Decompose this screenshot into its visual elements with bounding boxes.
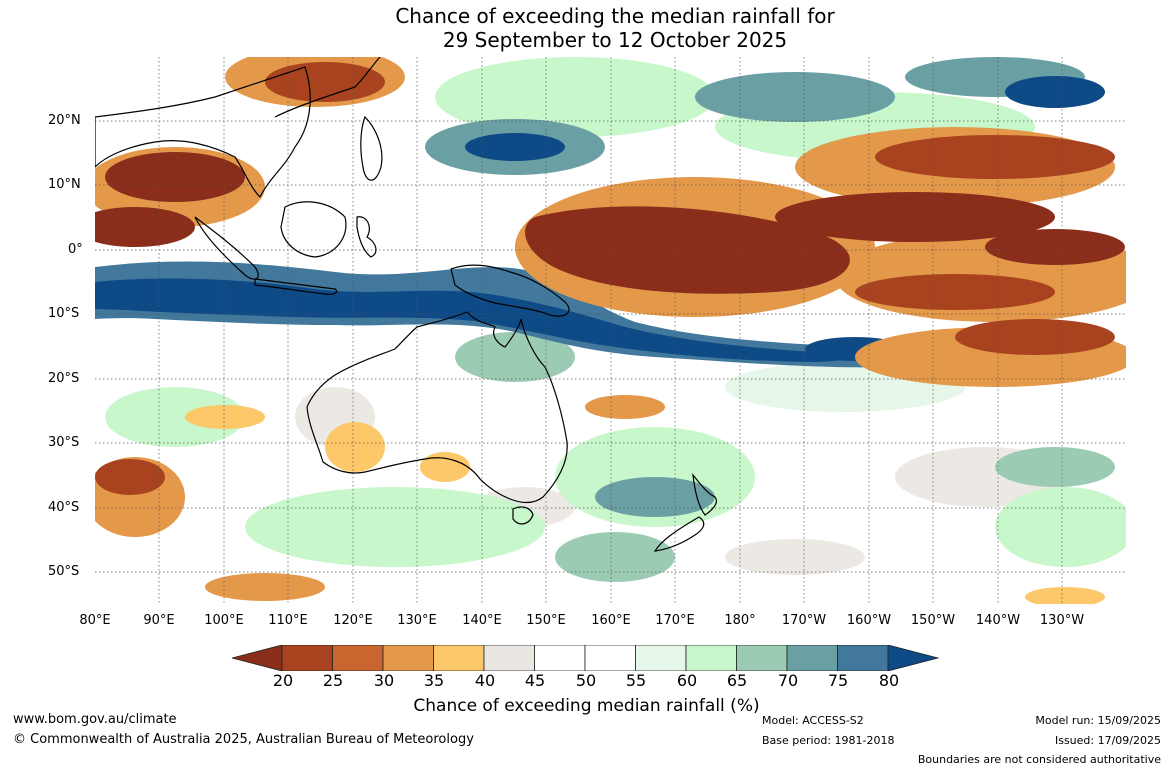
sulawesi-outline	[356, 216, 377, 258]
sumatra-outline	[194, 216, 259, 280]
colorbar-tick-25: 25	[322, 671, 344, 690]
lon-label-150w: 150°W	[910, 613, 956, 628]
lat-label-10n: 10°N	[48, 177, 81, 192]
colorbar-segment	[534, 645, 586, 671]
colorbar-segment	[382, 645, 434, 671]
colorbar-tick-50: 50	[575, 671, 597, 690]
copyright-text: © Commonwealth of Australia 2025, Austra…	[13, 732, 474, 747]
lat-label-30s: 30°S	[48, 435, 80, 450]
colorbar-segment	[685, 645, 737, 671]
colorbar-tick-45: 45	[524, 671, 546, 690]
lat-label-20n: 20°N	[48, 113, 81, 128]
lon-label-140w: 140°W	[975, 613, 1021, 628]
borneo-outline	[280, 201, 347, 258]
colorbar-tick-75: 75	[827, 671, 849, 690]
colorbar	[232, 645, 940, 671]
lon-label-100e: 100°E	[204, 613, 244, 628]
colorbar-tick-80: 80	[878, 671, 900, 690]
colorbar-tick-60: 60	[676, 671, 698, 690]
colorbar-label: Chance of exceeding median rainfall (%)	[413, 696, 760, 716]
lat-label-0: 0°	[68, 242, 83, 257]
lon-label-130w: 130°W	[1039, 613, 1085, 628]
coastlines	[95, 57, 717, 552]
colorbar-segment	[433, 645, 485, 671]
colorbar-segment	[635, 645, 687, 671]
new-guinea-outline	[450, 264, 570, 317]
lat-label-40s: 40°S	[48, 500, 80, 515]
rainfall-map	[95, 57, 1126, 604]
lon-label-170e: 170°E	[655, 613, 695, 628]
lon-label-150e: 150°E	[526, 613, 566, 628]
title-line-1: Chance of exceeding the median rainfall …	[395, 4, 835, 28]
lon-label-110e: 110°E	[268, 613, 308, 628]
colorbar-arrow-high	[887, 645, 940, 671]
lat-label-50s: 50°S	[48, 564, 80, 579]
colorbar-segment	[332, 645, 384, 671]
lat-label-20s: 20°S	[48, 371, 80, 386]
colorbar-segment	[786, 645, 838, 671]
new-zealand-south-outline	[653, 516, 705, 552]
colorbar-tick-35: 35	[423, 671, 445, 690]
lon-label-140e: 140°E	[462, 613, 502, 628]
colorbar-tick-40: 40	[474, 671, 496, 690]
colorbar-segment	[483, 645, 535, 671]
colorbar-segment	[736, 645, 788, 671]
lat-label-10s: 10°S	[48, 306, 80, 321]
map-canvas	[95, 57, 1126, 604]
china-coast-outline	[274, 57, 381, 118]
lon-label-160w: 160°W	[846, 613, 892, 628]
colorbar-tick-55: 55	[625, 671, 647, 690]
lon-label-170w: 170°W	[781, 613, 827, 628]
colorbar-arrow-low	[232, 645, 283, 671]
colorbar-tick-30: 30	[373, 671, 395, 690]
colorbar-tick-65: 65	[726, 671, 748, 690]
base-period-text: Base period: 1981-2018	[762, 734, 895, 747]
lon-label-160e: 160°E	[591, 613, 631, 628]
colorbar-segment	[584, 645, 636, 671]
website-text: www.bom.gov.au/climate	[13, 712, 177, 727]
lon-label-130e: 130°E	[397, 613, 437, 628]
lon-label-90e: 90°E	[143, 613, 175, 628]
disclaimer-text: Boundaries are not considered authoritat…	[917, 753, 1161, 766]
australia-outline	[306, 311, 568, 504]
model-text: Model: ACCESS-S2	[762, 714, 864, 727]
colorbar-tick-20: 20	[272, 671, 294, 690]
se-asia-outline	[95, 66, 311, 199]
new-zealand-north-outline	[692, 473, 717, 516]
issued-text: Issued: 17/09/2025	[1054, 734, 1161, 747]
colorbar-segment	[837, 645, 889, 671]
tasmania-outline	[512, 506, 534, 525]
wet-mid-patches	[425, 57, 1085, 517]
title-line-2: 29 September to 12 October 2025	[442, 28, 788, 52]
philippines-outline	[360, 115, 383, 181]
map-title: Chance of exceeding the median rainfall …	[0, 4, 1173, 52]
lon-label-120e: 120°E	[333, 613, 373, 628]
colorbar-segment	[281, 645, 333, 671]
java-outline	[254, 278, 338, 295]
graticule	[95, 57, 1126, 604]
colorbar-tick-70: 70	[777, 671, 799, 690]
lon-label-180: 180°	[724, 613, 756, 628]
model-run-text: Model run: 15/09/2025	[1035, 714, 1161, 727]
lon-label-80e: 80°E	[79, 613, 111, 628]
colorbar-segments	[232, 645, 940, 671]
